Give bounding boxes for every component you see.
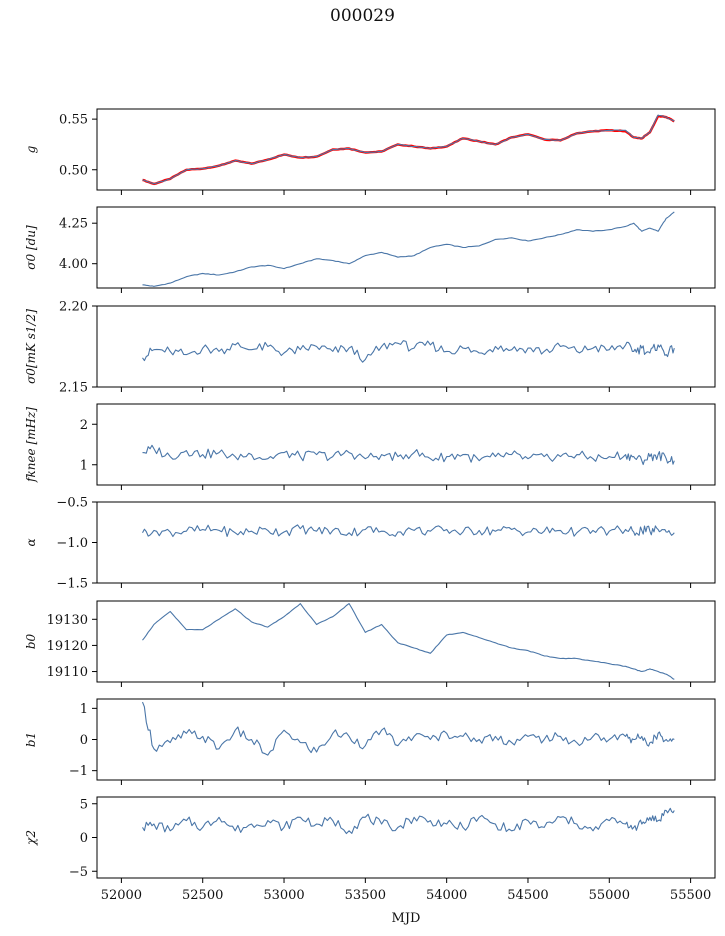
- ytick-label: 1: [80, 458, 88, 473]
- series-model-line: [142, 114, 675, 186]
- ytick-label: −1.5: [56, 577, 88, 592]
- series-data-line: [142, 114, 675, 185]
- xtick-label: 53500: [345, 888, 386, 903]
- panel-frame-3: [96, 305, 716, 388]
- axis-ylabel: b1: [24, 732, 38, 747]
- panel-frame-8: [96, 796, 716, 879]
- ytick-label: 0: [80, 733, 88, 748]
- series-data-line: [142, 807, 675, 835]
- ytick-label: 2.20: [59, 300, 88, 315]
- series-data-line: [142, 524, 675, 538]
- ytick-label: 1: [80, 702, 88, 717]
- xtick-label: 55500: [670, 888, 711, 903]
- panel-frame-4: [96, 403, 716, 486]
- ytick-label: 2.15: [59, 381, 88, 396]
- ytick-label: −1: [69, 764, 88, 779]
- axis-ylabel: α: [24, 538, 38, 546]
- axis-ylabel: σ0[mK s1/2]: [24, 309, 38, 384]
- ytick-label: 19130: [47, 613, 88, 628]
- ytick-label: 19120: [47, 639, 88, 654]
- series-data-line: [142, 444, 675, 466]
- axis-ylabel: g: [24, 145, 38, 153]
- xtick-label: 52500: [182, 888, 223, 903]
- ytick-label: −0.5: [56, 496, 88, 511]
- axis-ylabel: χ2: [24, 830, 38, 846]
- ytick-label: 0.50: [59, 163, 88, 178]
- ytick-label: −5: [69, 865, 88, 880]
- ytick-label: 0: [80, 831, 88, 846]
- panel-frame-6: [96, 600, 716, 683]
- series-data-line: [141, 701, 675, 756]
- ytick-label: 2: [80, 418, 88, 433]
- series-data-line: [142, 211, 675, 287]
- x-axis-label: MJD: [392, 911, 421, 926]
- series-data-line: [142, 340, 675, 363]
- xtick-label: 53000: [263, 888, 304, 903]
- series-data-line: [142, 603, 675, 680]
- ytick-label: 4.00: [59, 257, 88, 272]
- panel-frame-7: [96, 698, 716, 781]
- figure-title: 000029: [330, 6, 395, 26]
- xtick-label: 54000: [426, 888, 467, 903]
- ytick-label: 0.55: [59, 113, 88, 128]
- ytick-label: 5: [80, 797, 88, 812]
- xtick-label: 54500: [507, 888, 548, 903]
- panel-frame-5: [96, 501, 716, 584]
- ytick-label: 19110: [47, 665, 88, 680]
- xtick-label: 52000: [101, 888, 142, 903]
- axis-ylabel: σ0 [du]: [24, 225, 38, 270]
- ytick-label: −1.0: [56, 536, 88, 551]
- axis-ylabel: fknee [mHz]: [24, 407, 38, 483]
- panel-frame-1: [96, 108, 716, 191]
- ytick-label: 4.25: [59, 217, 88, 232]
- axis-ylabel: b0: [24, 633, 38, 649]
- xtick-label: 55000: [589, 888, 630, 903]
- panel-frame-2: [96, 206, 716, 289]
